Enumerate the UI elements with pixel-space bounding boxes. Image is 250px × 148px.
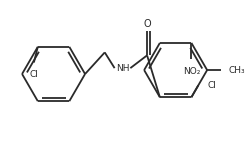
Text: Cl: Cl — [206, 81, 215, 90]
Text: Cl: Cl — [29, 70, 38, 79]
Text: NO₂: NO₂ — [182, 67, 199, 76]
Text: CH₃: CH₃ — [228, 66, 244, 75]
Text: NH: NH — [115, 64, 129, 73]
Text: O: O — [143, 19, 150, 29]
